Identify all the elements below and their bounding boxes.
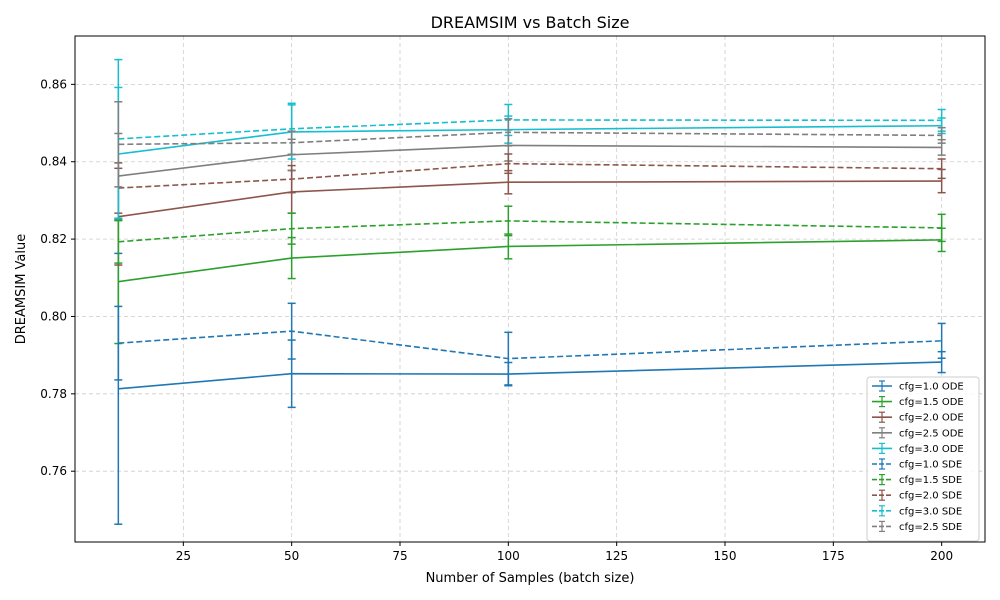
legend-box [866, 376, 980, 542]
legend-label: cfg=1.0 SDE [899, 460, 962, 471]
y-tick-label: 0.86 [40, 77, 67, 91]
series-cfg-1-0-ode [114, 252, 946, 525]
legend-item: cfg=1.0 SDE [872, 458, 962, 471]
series-cfg-3-0-ode [114, 86, 946, 222]
legend-label: cfg=1.0 ODE [899, 382, 964, 393]
series-line [118, 119, 942, 140]
plot-frame [74, 35, 986, 543]
grid [75, 36, 985, 542]
y-tick-label: 0.84 [40, 155, 67, 169]
series-cfg-1-5-ode [114, 219, 946, 345]
chart-title: DREAMSIM vs Batch Size [431, 13, 630, 32]
x-tick-label: 75 [392, 549, 407, 563]
series-cfg-2-0-ode [114, 167, 946, 266]
series-line [118, 162, 942, 189]
legend-item: cfg=2.5 ODE [872, 427, 964, 439]
series-cfg-2-0-sde [114, 153, 946, 214]
legend-label: cfg=2.0 ODE [899, 413, 964, 424]
series-line [118, 220, 942, 243]
legend: cfg=1.0 ODE cfg=1.5 ODE cfg=2.0 ODE cfg=2.5… [866, 376, 980, 542]
legend-label: cfg=2.0 SDE [899, 491, 962, 502]
legend-label: cfg=3.0 SDE [899, 506, 962, 517]
series-line [118, 131, 942, 146]
y-axis-title: DREAMSIM Value [14, 234, 29, 345]
x-axis-title: Number of Samples (batch size) [426, 571, 635, 586]
axis-ticks: 25 50 75 100 125 150 175 200 0.76 0.78 0.80 0.82 0.8… [40, 77, 953, 563]
legend-item: cfg=1.0 ODE [872, 380, 964, 393]
x-tick-label: 50 [284, 549, 299, 563]
series-layer [114, 58, 946, 525]
series-line [118, 144, 942, 177]
series-cfg-1-5-sde [114, 205, 946, 264]
x-tick-label: 100 [497, 549, 520, 563]
y-tick-label: 0.80 [40, 309, 67, 323]
series-line [118, 361, 942, 390]
legend-label: cfg=1.5 SDE [899, 475, 962, 486]
y-tick-label: 0.82 [40, 232, 67, 246]
x-tick-label: 200 [930, 549, 953, 563]
legend-label: cfg=2.5 SDE [899, 522, 962, 533]
series-line [118, 124, 942, 155]
legend-label: cfg=2.5 ODE [899, 428, 964, 439]
series-line [118, 330, 942, 360]
y-tick-label: 0.78 [40, 387, 67, 401]
legend-item: cfg=3.0 ODE [872, 442, 964, 455]
legend-item: cfg=3.0 SDE [872, 505, 962, 517]
series-cfg-1-0-sde [114, 302, 946, 386]
legend-item: cfg=1.5 SDE [872, 474, 962, 486]
legend-item: cfg=2.5 SDE [872, 520, 962, 533]
series-cfg-2-5-sde [114, 101, 946, 188]
legend-item: cfg=2.0 ODE [872, 411, 964, 424]
legend-label: cfg=3.0 ODE [899, 444, 964, 455]
series-line [118, 239, 942, 283]
legend-item: cfg=2.0 SDE [872, 489, 962, 502]
x-tick-label: 125 [605, 549, 628, 563]
legend-item: cfg=1.5 ODE [872, 396, 964, 408]
x-tick-label: 25 [176, 549, 191, 563]
legend-label: cfg=1.5 ODE [899, 397, 964, 408]
y-tick-label: 0.76 [40, 464, 67, 478]
x-tick-label: 175 [822, 549, 845, 563]
x-tick-label: 150 [714, 549, 737, 563]
series-line [118, 180, 942, 218]
